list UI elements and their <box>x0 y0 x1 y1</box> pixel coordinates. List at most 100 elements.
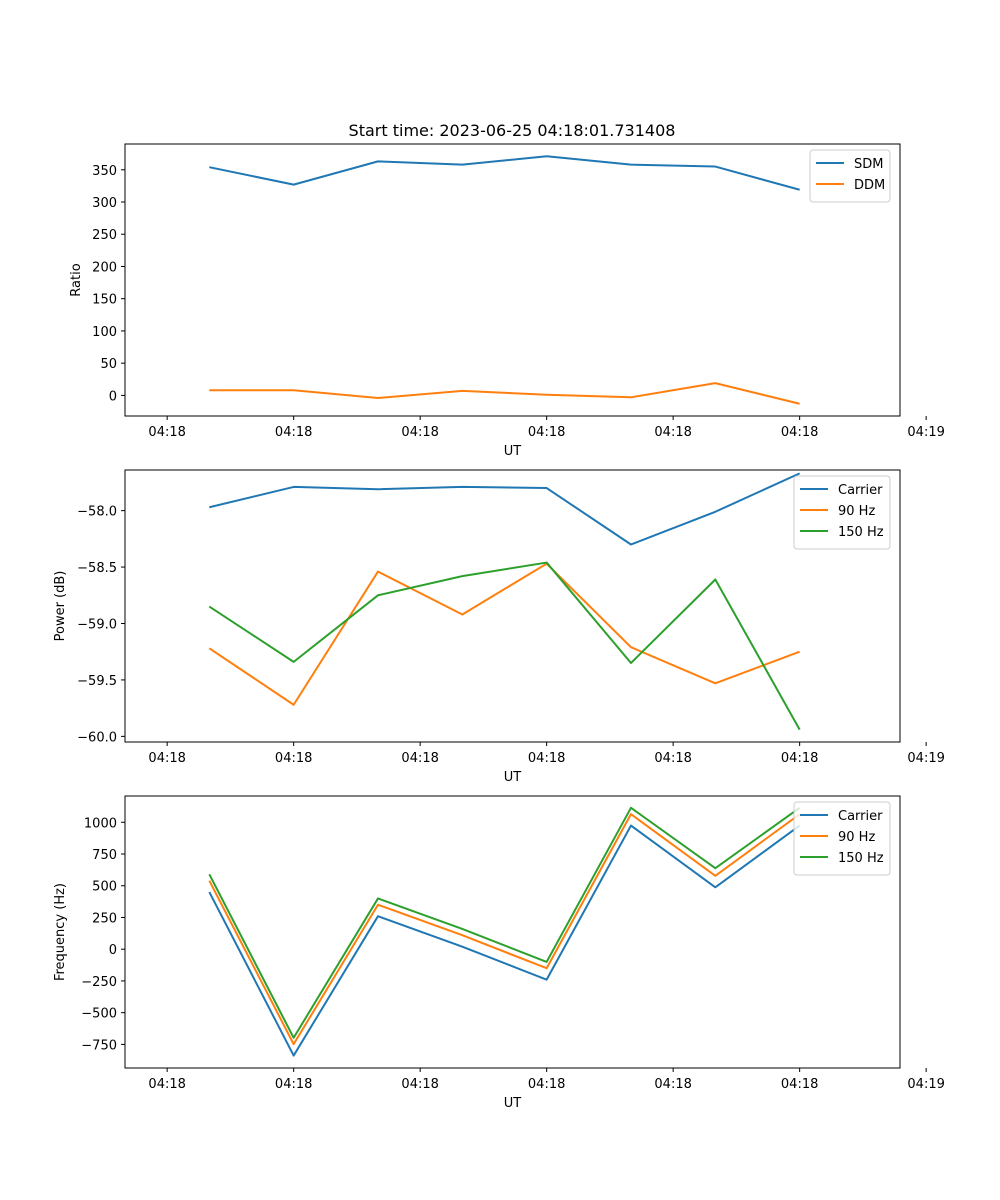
data-point-2-2-5 <box>630 807 632 809</box>
data-point-1-2-1 <box>293 661 295 663</box>
x-tick-label-0-2: 04:18 <box>401 425 438 440</box>
data-point-0-1-5 <box>630 396 632 398</box>
data-point-2-0-3 <box>461 946 463 948</box>
data-point-1-2-5 <box>630 662 632 664</box>
y-tick-label-2-7: 1000 <box>84 816 117 831</box>
y-tick-label-2-2: −250 <box>81 975 117 990</box>
data-point-2-0-5 <box>630 825 632 827</box>
data-point-2-2-3 <box>461 928 463 930</box>
y-tick-label-1-3: −58.5 <box>77 561 117 576</box>
data-point-0-1-3 <box>461 390 463 392</box>
y-axis-label-2: Frequency (Hz) <box>53 883 68 981</box>
data-point-1-1-7 <box>799 651 801 653</box>
frequency-panel: 04:18 04:18 04:18 04:18 04:18 04:18 04:19 −750 −… <box>53 795 945 1111</box>
data-point-1-0-6 <box>714 511 716 513</box>
x-tick-label-1-0: 04:18 <box>148 751 185 766</box>
x-axis-label-2: UT <box>504 1096 522 1111</box>
y-axis-label-0: Ratio <box>69 263 84 296</box>
chart-title: Start time: 2023-06-25 04:18:01.731408 <box>349 121 676 140</box>
data-point-2-2-0 <box>208 873 210 875</box>
data-point-1-1-0 <box>208 647 210 649</box>
legend-label-0-1: DDM <box>854 178 885 193</box>
data-point-1-2-2 <box>377 594 379 596</box>
data-point-1-2-6 <box>714 578 716 580</box>
data-point-2-2-2 <box>377 897 379 899</box>
data-point-2-0-0 <box>208 891 210 893</box>
legend-label-2-0: Carrier <box>838 809 883 824</box>
data-point-0-0-7 <box>799 189 801 191</box>
x-tick-label-1-4: 04:18 <box>654 751 691 766</box>
legend-label-0-0: SDM <box>854 157 883 172</box>
x-tick-label-2-2: 04:18 <box>401 1077 438 1092</box>
data-point-0-0-4 <box>546 155 548 157</box>
data-point-1-0-7 <box>799 472 801 474</box>
x-tick-label-1-1: 04:18 <box>275 751 312 766</box>
y-tick-label-2-1: −500 <box>81 1007 117 1022</box>
data-point-1-1-6 <box>714 682 716 684</box>
y-tick-label-0-5: 250 <box>92 228 117 243</box>
data-point-1-1-1 <box>293 704 295 706</box>
y-tick-label-0-2: 100 <box>92 325 117 340</box>
series-line-2-0 <box>208 824 801 1057</box>
data-point-2-0-6 <box>714 886 716 888</box>
series-line-1-1 <box>208 562 801 706</box>
series-line-0-0 <box>209 155 800 191</box>
legend-label-1-0: Carrier <box>838 483 883 498</box>
data-point-1-1-5 <box>630 646 632 648</box>
data-point-1-0-4 <box>546 487 548 489</box>
data-point-0-0-6 <box>714 166 716 168</box>
data-point-2-0-4 <box>546 979 548 981</box>
data-point-0-0-0 <box>208 166 210 168</box>
x-tick-label-0-4: 04:18 <box>654 425 691 440</box>
x-tick-label-2-4: 04:18 <box>654 1077 691 1092</box>
y-tick-label-1-0: −60.0 <box>77 730 117 745</box>
data-point-1-2-7 <box>799 729 801 731</box>
data-point-0-0-2 <box>377 160 379 162</box>
y-tick-label-0-3: 150 <box>92 293 117 308</box>
data-point-2-1-1 <box>293 1043 295 1045</box>
data-point-1-2-3 <box>461 575 463 577</box>
axes-frame-0 <box>124 143 901 417</box>
y-tick-label-2-0: −750 <box>81 1038 117 1053</box>
series-line-0-1 <box>209 382 800 405</box>
y-tick-label-2-4: 250 <box>92 911 117 926</box>
y-tick-label-0-1: 50 <box>100 357 117 372</box>
data-point-0-1-2 <box>377 397 379 399</box>
axes-frame-2 <box>124 795 901 1069</box>
x-tick-label-1-2: 04:18 <box>401 751 438 766</box>
x-tick-label-0-6: 04:19 <box>907 425 944 440</box>
series-line-2-2 <box>208 806 801 1039</box>
y-axis-label-1: Power (dB) <box>53 571 68 642</box>
y-tick-label-0-0: 0 <box>109 389 117 404</box>
data-point-1-1-3 <box>461 613 463 615</box>
x-tick-label-1-6: 04:19 <box>907 751 944 766</box>
data-point-2-0-1 <box>293 1055 295 1057</box>
legend-label-1-2: 150 Hz <box>838 525 884 540</box>
data-point-0-0-3 <box>461 164 463 166</box>
data-point-0-0-5 <box>630 164 632 166</box>
data-point-1-0-3 <box>461 486 463 488</box>
x-tick-label-1-3: 04:18 <box>528 751 565 766</box>
data-point-1-0-2 <box>377 488 379 490</box>
y-tick-label-2-3: 0 <box>109 943 117 958</box>
data-point-2-2-6 <box>714 867 716 869</box>
y-tick-label-0-7: 350 <box>92 164 117 179</box>
data-point-2-1-0 <box>208 880 210 882</box>
data-point-2-0-2 <box>377 915 379 917</box>
data-point-1-0-0 <box>208 506 210 508</box>
data-point-1-1-2 <box>377 571 379 573</box>
x-tick-label-2-1: 04:18 <box>275 1077 312 1092</box>
data-point-1-2-0 <box>208 606 210 608</box>
x-tick-label-2-6: 04:19 <box>907 1077 944 1092</box>
data-point-0-1-0 <box>208 389 210 391</box>
data-point-0-1-7 <box>799 403 801 405</box>
data-point-2-1-3 <box>461 934 463 936</box>
x-tick-label-2-5: 04:18 <box>781 1077 818 1092</box>
data-point-0-1-4 <box>546 394 548 396</box>
y-tick-label-2-6: 750 <box>92 848 117 863</box>
y-tick-label-0-4: 200 <box>92 260 117 275</box>
x-axis-label-1: UT <box>504 770 522 785</box>
legend-label-1-1: 90 Hz <box>838 504 875 519</box>
series-line-1-2 <box>208 561 801 731</box>
